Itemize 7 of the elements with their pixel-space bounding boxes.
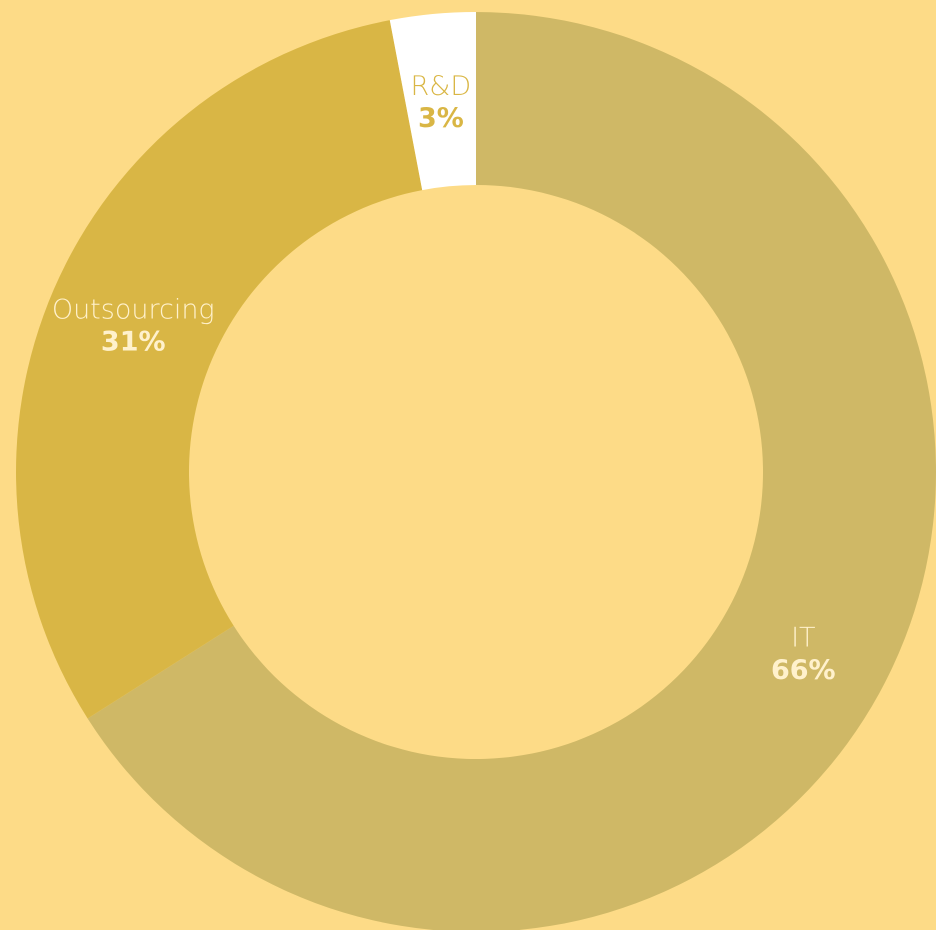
slice-label: R&D [410, 70, 472, 102]
donut-slice [390, 12, 476, 190]
slice-label: IT [791, 622, 816, 654]
data-label: 31% [100, 326, 166, 358]
slice-label: Outsourcing [52, 294, 215, 326]
data-label: 66% [770, 654, 836, 686]
data-label: 3% [418, 103, 464, 134]
